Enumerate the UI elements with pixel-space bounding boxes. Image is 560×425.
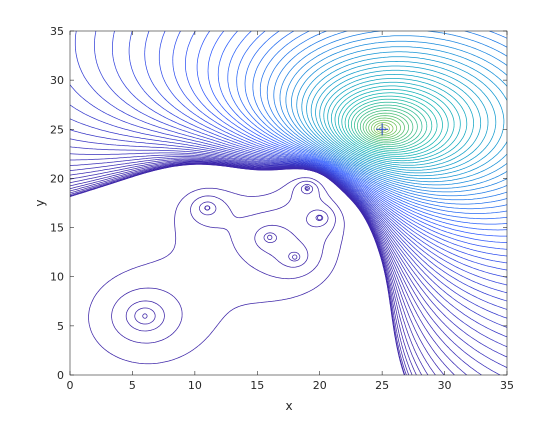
contour-line [196, 31, 507, 243]
contour-line [285, 35, 507, 189]
contour-line [301, 51, 507, 179]
x-axis-ticks: 0 5 10 15 20 25 30 35 [67, 31, 514, 392]
contour-line [172, 31, 507, 257]
contour-line [296, 46, 507, 183]
contour-line [70, 152, 507, 368]
contour-line [357, 107, 418, 146]
x-axis-label: x [285, 399, 292, 413]
contour-line [128, 31, 507, 278]
contour-line [365, 115, 405, 140]
contour-line [259, 31, 507, 205]
y-tick-label: 35 [50, 25, 64, 38]
y-tick-label: 15 [50, 222, 64, 235]
contour-line [347, 98, 433, 151]
contour-line [70, 138, 507, 348]
y-tick-label: 25 [50, 123, 64, 136]
contour-line [279, 31, 507, 193]
contour-line [70, 129, 507, 338]
well-center-ring [292, 254, 298, 260]
contour-line [70, 118, 507, 328]
contour-line [310, 61, 497, 174]
contour-line [341, 92, 443, 155]
well-center-ring [304, 185, 310, 191]
contour-line [217, 31, 507, 231]
contour-lines [70, 31, 507, 375]
contour-line [125, 184, 329, 332]
contour-line [273, 31, 507, 197]
contour-line [74, 31, 507, 302]
contour-line [344, 95, 438, 153]
contour-line [327, 78, 468, 164]
contour-line [252, 31, 507, 210]
well-center-ring [204, 205, 210, 211]
contour-line [319, 69, 482, 169]
x-tick-label: 25 [375, 379, 389, 392]
y-tick-label: 10 [50, 271, 64, 284]
x-tick-label: 35 [500, 379, 514, 392]
y-axis-ticks: 0 5 10 15 20 25 30 35 [50, 25, 507, 382]
x-tick-label: 30 [438, 379, 452, 392]
well-center-ring [267, 234, 273, 240]
contour-line [158, 31, 507, 264]
plot-frame [69, 30, 508, 376]
contour-line [70, 84, 507, 310]
contour-line [334, 85, 455, 159]
y-axis-label: y [33, 199, 47, 206]
x-tick-label: 5 [129, 379, 136, 392]
y-tick-label: 5 [57, 320, 64, 333]
x-tick-label: 0 [67, 379, 74, 392]
contour-line [70, 156, 482, 375]
contour-line [315, 65, 489, 171]
x-tick-label: 15 [250, 379, 264, 392]
contour-line [70, 154, 501, 375]
contour-line [111, 180, 336, 344]
contour-line [227, 31, 507, 225]
well-center-ring [317, 215, 323, 221]
contour-line [94, 31, 507, 294]
contour-line [112, 31, 507, 286]
y-tick-label: 0 [57, 369, 64, 382]
contour-line [70, 104, 507, 319]
x-tick-label: 10 [188, 379, 202, 392]
contour-line [88, 177, 345, 365]
contour-line [291, 40, 507, 186]
contour-line [244, 31, 507, 214]
contour-line [306, 56, 505, 177]
y-tick-label: 20 [50, 172, 64, 185]
contour-line [359, 110, 414, 144]
contour-line [185, 31, 507, 250]
x-tick-label: 20 [313, 379, 327, 392]
contour-line [266, 31, 507, 201]
contour-line [338, 89, 449, 157]
contour-line [362, 112, 409, 142]
source-marker-layer [376, 123, 389, 136]
contour-line [207, 31, 507, 237]
contour-line [331, 81, 461, 162]
contour-line [354, 104, 423, 147]
contour-line [236, 31, 507, 220]
contour-line [368, 117, 401, 139]
contour-line [370, 119, 398, 137]
well-center-ring [142, 313, 148, 319]
y-tick-label: 30 [50, 74, 64, 87]
contour-line [351, 101, 428, 149]
contour-line [323, 74, 474, 166]
